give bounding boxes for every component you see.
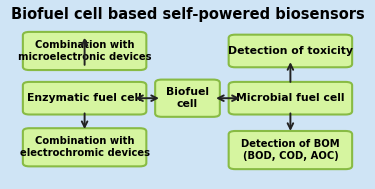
Text: Combination with
microelectronic devices: Combination with microelectronic devices bbox=[18, 40, 152, 62]
FancyBboxPatch shape bbox=[23, 82, 146, 115]
Text: Microbial fuel cell: Microbial fuel cell bbox=[236, 93, 345, 103]
Text: Biofuel cell based self-powered biosensors: Biofuel cell based self-powered biosenso… bbox=[10, 7, 364, 22]
FancyBboxPatch shape bbox=[229, 82, 352, 115]
FancyBboxPatch shape bbox=[229, 131, 352, 169]
FancyBboxPatch shape bbox=[23, 128, 146, 166]
Text: Detection of BOM
(BOD, COD, AOC): Detection of BOM (BOD, COD, AOC) bbox=[241, 139, 340, 161]
Text: Combination with
electrochromic devices: Combination with electrochromic devices bbox=[20, 136, 150, 159]
Text: Biofuel
cell: Biofuel cell bbox=[166, 87, 209, 109]
Text: Detection of toxicity: Detection of toxicity bbox=[228, 46, 353, 56]
FancyBboxPatch shape bbox=[155, 80, 220, 117]
Text: Enzymatic fuel cell: Enzymatic fuel cell bbox=[27, 93, 142, 103]
FancyBboxPatch shape bbox=[229, 35, 352, 67]
FancyBboxPatch shape bbox=[23, 32, 146, 70]
